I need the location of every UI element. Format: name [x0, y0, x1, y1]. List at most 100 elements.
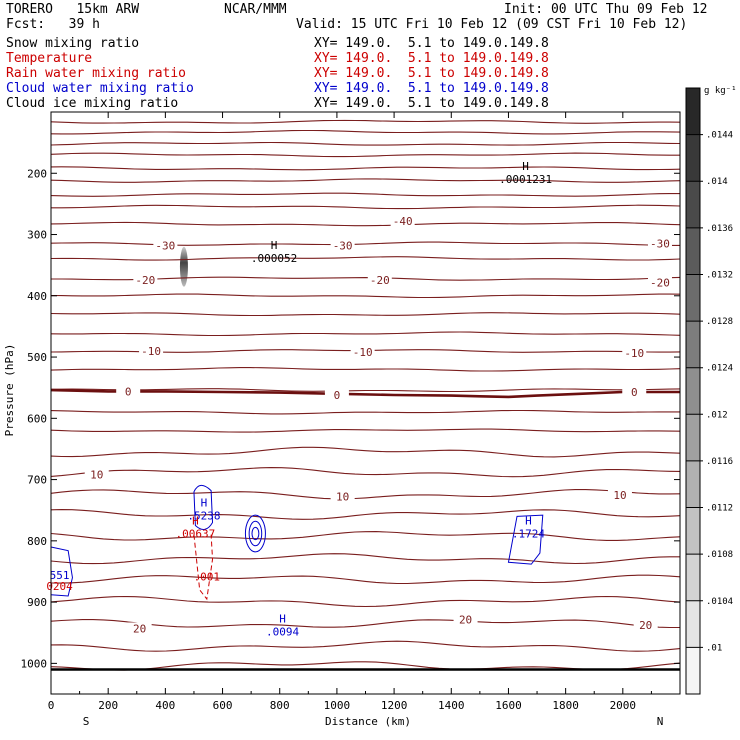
- isotherm-line: [50, 367, 681, 372]
- isotherm-line: [50, 178, 681, 183]
- legend-snow-label: Snow mixing ratio: [6, 36, 140, 51]
- isotherm-line: [50, 467, 681, 478]
- isotherm-line: [50, 619, 680, 629]
- isotherm-label: 10: [613, 489, 626, 502]
- extremum-marker: H: [201, 496, 208, 509]
- isotherm-line: [50, 166, 681, 171]
- isotherm-label: -30: [333, 240, 353, 253]
- isotherm-line: [50, 640, 681, 652]
- colorbar-swatch: [686, 227, 700, 275]
- colorbar-tick-label: .0132: [706, 270, 733, 280]
- colorbar-swatch: [686, 88, 700, 136]
- x-tick-label: 0: [48, 699, 55, 712]
- isotherm-line: [50, 256, 681, 261]
- extremum-value: 551: [50, 569, 70, 582]
- isotherm-label-bg: [622, 385, 647, 398]
- x-tick-label: 1400: [438, 699, 465, 712]
- extremum-value: .0094: [266, 626, 299, 639]
- y-tick-label: 500: [27, 351, 47, 364]
- extremum-marker: H: [525, 515, 532, 528]
- isotherm-line: [50, 129, 681, 135]
- isotherm-label: -10: [353, 346, 373, 359]
- x-axis-label: Distance (km): [325, 715, 411, 728]
- isotherm-line: [50, 553, 680, 565]
- isotherm-label: 20: [133, 622, 146, 635]
- extremum-value: .0001231: [499, 173, 552, 186]
- colorbar-swatch: [686, 181, 700, 229]
- colorbar-tick-label: .014: [706, 177, 728, 187]
- isotherm-label-bg: [84, 468, 109, 481]
- isotherm-label-bg: [139, 344, 164, 357]
- y-tick-label: 600: [27, 412, 47, 425]
- cloud-water-contour: [507, 514, 544, 565]
- colorbar-tick-label: .0124: [706, 364, 733, 374]
- isotherm-label: -20: [370, 274, 390, 287]
- isotherm-label: -20: [650, 276, 670, 289]
- extremum-marker: H: [279, 613, 286, 626]
- isotherm-label: 20: [639, 619, 652, 632]
- cloud-water-contour: [193, 484, 214, 530]
- isotherm-line: [50, 509, 681, 520]
- colorbar-swatch: [686, 600, 700, 648]
- init-time: Init: 00 UTC Thu 09 Feb 12: [504, 2, 708, 17]
- extremum-value: .1724: [512, 528, 545, 541]
- legend-rain-label: Rain water mixing ratio: [6, 66, 187, 81]
- legend-temperature-xy: XY= 149.0. 5.1 to 149.0.149.8: [314, 51, 549, 66]
- isotherm-label-bg: [622, 346, 647, 359]
- isotherm-line: [50, 409, 680, 415]
- plot-area: -40 -30 -30 -30 -20 -20 -20 -10 -10 -10 0 0 0 10 10 10 2…: [46, 119, 681, 671]
- y-tick-label: 400: [27, 290, 47, 303]
- isotherm-line: [50, 192, 680, 197]
- x-tick-label: 1000: [324, 699, 351, 712]
- isotherm-label-bg: [330, 490, 355, 503]
- isotherm-label-bg: [633, 618, 658, 631]
- y-tick-label: 300: [27, 229, 47, 242]
- y-tick-label: 700: [27, 474, 47, 487]
- colorbar-tick-label: .0108: [706, 550, 733, 560]
- colorbar-swatch: [686, 507, 700, 555]
- extremum-value: .001: [194, 571, 221, 584]
- isotherm-line: [50, 221, 681, 227]
- isotherm-label: 0: [631, 386, 638, 399]
- isotherm-label-bg: [133, 273, 158, 286]
- isotherm-label-bg: [153, 239, 178, 252]
- colorbar-swatch: [686, 274, 700, 322]
- isotherm-label-bg: [607, 488, 632, 501]
- isotherm-label-bg: [116, 385, 141, 398]
- y-tick-label: 1000: [21, 657, 48, 670]
- isotherm-label-bg: [324, 389, 349, 402]
- colorbar-tick-label: .012: [706, 410, 728, 420]
- isotherm-line: [51, 204, 681, 210]
- y-tick-label: 800: [27, 535, 47, 548]
- isotherm-label: -40: [393, 215, 413, 228]
- x-tick-label: 1200: [381, 699, 408, 712]
- colorbar-swatch: [686, 134, 700, 182]
- isotherm-line: [50, 293, 681, 299]
- colorbar-tick-label: .0116: [706, 457, 733, 467]
- isotherm-label-bg: [127, 622, 152, 635]
- isotherm-line: [50, 141, 681, 146]
- isotherm-label: -10: [624, 347, 644, 360]
- extremum-value: .5238: [187, 509, 220, 522]
- legend-snow-xy: XY= 149.0. 5.1 to 149.0.149.8: [314, 36, 549, 51]
- legend-cloud-water-xy: XY= 149.0. 5.1 to 149.0.149.8: [314, 81, 549, 96]
- colorbar-swatch: [686, 647, 700, 695]
- isotherm-line: [50, 428, 681, 433]
- colorbar-tick-label: .0136: [706, 224, 733, 234]
- isotherm-label-bg: [330, 239, 355, 252]
- x-tick-label: 1800: [552, 699, 579, 712]
- cloud-water-contour: [50, 546, 73, 597]
- isotherm-label-bg: [390, 215, 415, 228]
- colorbar-unit: g kg⁻¹: [704, 86, 737, 96]
- colorbar-frame: [685, 87, 701, 695]
- colorbar-swatch: [686, 554, 700, 602]
- isotherm-label: 10: [90, 469, 103, 482]
- isotherm-label: 10: [336, 491, 349, 504]
- colorbar-swatch: [686, 414, 700, 462]
- model-label: TORERO 15km ARW: [6, 2, 140, 17]
- x-tick-label: 800: [270, 699, 290, 712]
- colorbar-swatch: [686, 367, 700, 415]
- legend-rain-xy: XY= 149.0. 5.1 to 149.0.149.8: [314, 66, 549, 81]
- colorbar-tick-label: .0112: [706, 504, 733, 514]
